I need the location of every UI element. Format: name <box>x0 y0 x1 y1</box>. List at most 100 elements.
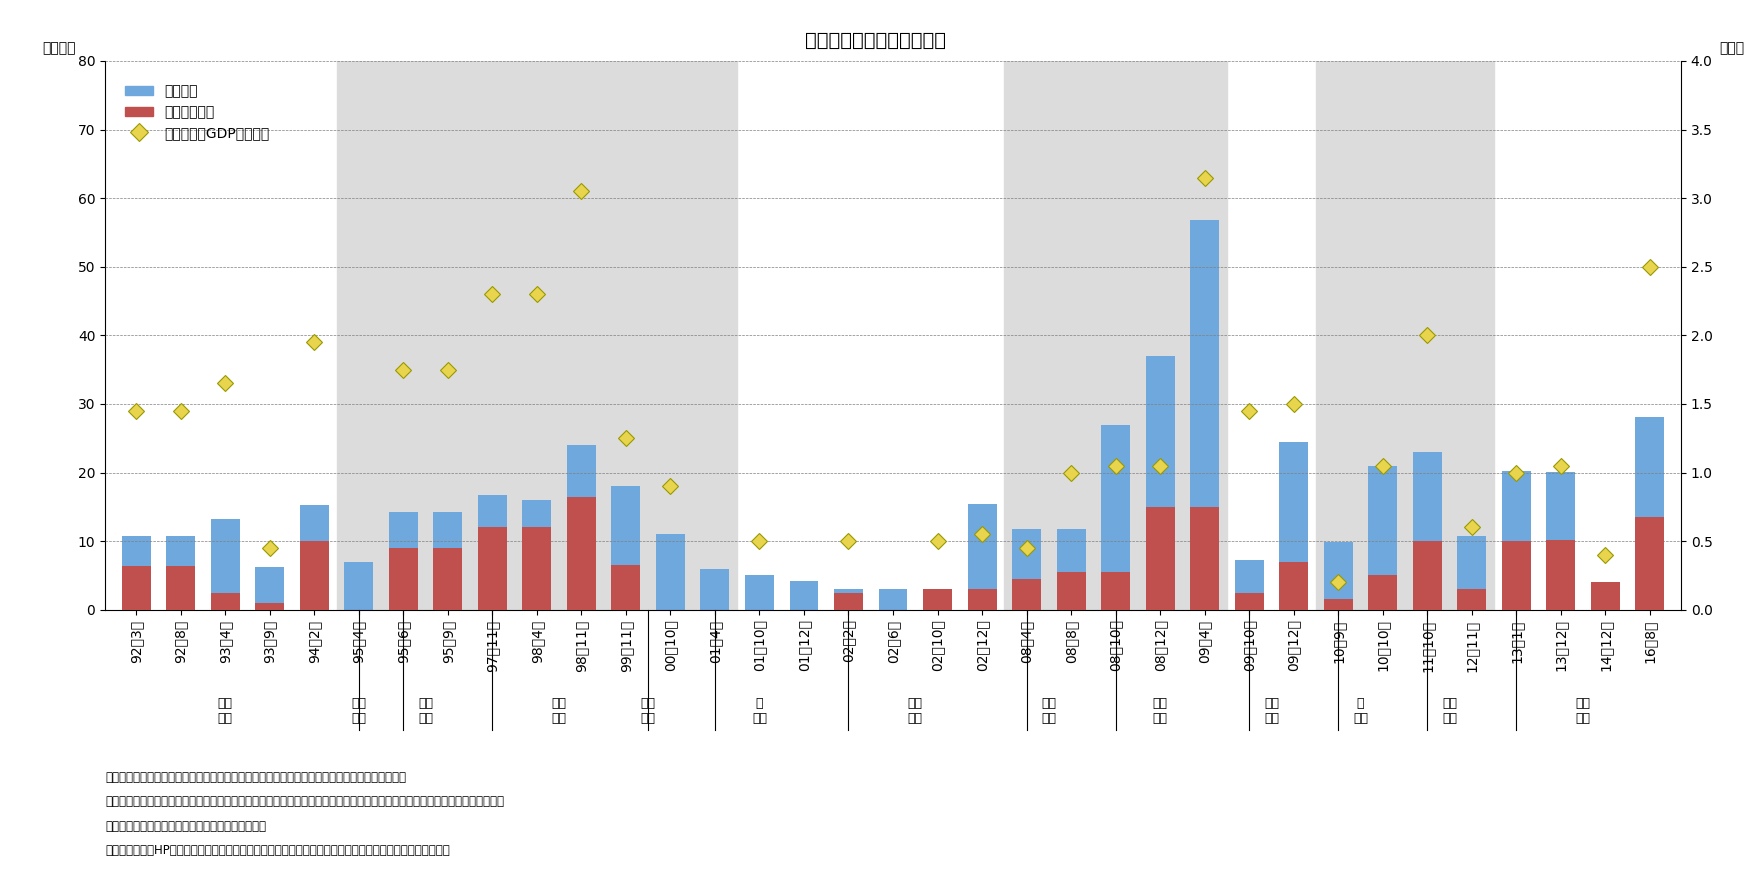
Bar <box>700 569 730 610</box>
Bar <box>1234 560 1264 610</box>
Bar <box>567 496 595 610</box>
Bar <box>166 566 194 610</box>
Bar <box>611 486 641 610</box>
Bar <box>1413 452 1441 610</box>
真水部分対GDP（右軸） <box>1550 461 1571 471</box>
真水部分対GDP（右軸） <box>1238 406 1259 416</box>
Bar <box>256 567 284 610</box>
Text: （注）シャドウ部分は、景気後退期間を示す。ここで定義される真水は、国費投入部分を指す。: （注）シャドウ部分は、景気後退期間を示す。ここで定義される真水は、国費投入部分を… <box>105 771 406 784</box>
Bar <box>1368 576 1397 610</box>
Text: 細川
内閣: 細川 内閣 <box>352 698 366 726</box>
Text: 鳩山
内閣: 鳩山 内閣 <box>1264 698 1278 726</box>
Bar <box>790 581 818 610</box>
Text: 福田
内閣: 福田 内閣 <box>1042 698 1056 726</box>
Bar <box>1502 541 1530 610</box>
Bar <box>1324 599 1352 610</box>
Bar <box>567 445 595 610</box>
Text: （％）: （％） <box>1719 42 1744 56</box>
Text: 野田
内閣: 野田 内閣 <box>1443 698 1457 726</box>
真水部分対GDP（右軸） <box>1283 399 1304 409</box>
Bar <box>833 589 863 610</box>
Bar <box>478 528 506 610</box>
Bar <box>469 61 737 610</box>
真水部分対GDP（右軸） <box>571 186 592 197</box>
Bar <box>968 589 996 610</box>
真水部分対GDP（右軸） <box>1327 577 1348 588</box>
Text: 安倍
内閣: 安倍 内閣 <box>1576 698 1590 726</box>
Bar <box>744 576 774 610</box>
Bar <box>1635 417 1663 610</box>
真水部分対GDP（右軸） <box>972 529 993 539</box>
真水部分対GDP（右軸） <box>839 536 860 546</box>
真水部分対GDP（右軸） <box>1194 172 1215 183</box>
Line: 真水部分対GDP（右軸）: 真水部分対GDP（右軸） <box>131 172 1655 588</box>
Bar <box>1234 592 1264 610</box>
Text: 上記の取りまとめ方では、当初予算に盛り込まれた経済対策や毎年の税制改正に盛り込まれた減税などは含まれていない。: 上記の取りまとめ方では、当初予算に盛り込まれた経済対策や毎年の税制改正に盛り込ま… <box>105 795 504 808</box>
Bar <box>123 566 151 610</box>
Bar <box>1324 543 1352 610</box>
Bar <box>1056 572 1086 610</box>
Bar <box>1546 540 1576 610</box>
Text: （図表２）過去の経済対策: （図表２）過去の経済対策 <box>805 30 946 50</box>
Text: 宮澤
内閣: 宮澤 内閣 <box>217 698 233 726</box>
Bar <box>1280 562 1308 610</box>
真水部分対GDP（右軸） <box>126 406 147 416</box>
Text: 森
内閣: 森 内閣 <box>751 698 767 726</box>
Bar <box>1592 583 1620 610</box>
真水部分対GDP（右軸） <box>1061 467 1082 477</box>
真水部分対GDP（右軸） <box>303 337 324 348</box>
真水部分対GDP（右軸） <box>215 378 236 388</box>
真水部分対GDP（右軸） <box>1506 467 1527 477</box>
真水部分対GDP（右軸） <box>1462 523 1483 533</box>
Bar <box>1502 471 1530 610</box>
真水部分対GDP（右軸） <box>615 433 636 443</box>
Text: 橋本
内閣: 橋本 内閣 <box>552 698 567 726</box>
Text: （資料）内閣府HP、内閣府「年次経済財政報告」「年次経済報告」「国民経済計算」などをもとに筆者作成: （資料）内閣府HP、内閣府「年次経済財政報告」「年次経済報告」「国民経済計算」な… <box>105 844 450 857</box>
Bar <box>522 528 552 610</box>
真水部分対GDP（右軸） <box>926 536 947 546</box>
Legend: 事業規模, ウチ真水部分, 真水部分対GDP（右軸）: 事業規模, ウチ真水部分, 真水部分対GDP（右軸） <box>119 79 275 145</box>
Bar <box>336 61 469 610</box>
Bar <box>166 537 194 610</box>
Bar <box>1012 579 1042 610</box>
Bar <box>522 500 552 610</box>
真水部分対GDP（右軸） <box>482 289 503 300</box>
Bar <box>1145 356 1175 610</box>
Bar <box>1457 589 1487 610</box>
真水部分対GDP（右軸） <box>1595 550 1616 560</box>
真水部分対GDP（右軸） <box>1105 461 1126 471</box>
Text: （兆円）: （兆円） <box>42 42 75 56</box>
Text: 小泉
内閣: 小泉 内閣 <box>907 698 923 726</box>
Bar <box>1145 507 1175 610</box>
Bar <box>1012 530 1042 610</box>
Text: 詳細は、付表「平成の経済対策一覧」に記載。: 詳細は、付表「平成の経済対策一覧」に記載。 <box>105 820 266 833</box>
Bar <box>210 592 240 610</box>
真水部分対GDP（右軸） <box>170 406 191 416</box>
Bar <box>345 562 373 610</box>
Bar <box>879 589 907 610</box>
Bar <box>1056 530 1086 610</box>
Bar <box>478 495 506 610</box>
Text: 菅
内閣: 菅 内閣 <box>1354 698 1368 726</box>
真水部分対GDP（右軸） <box>438 364 459 375</box>
Bar <box>1457 537 1487 610</box>
Bar <box>210 519 240 610</box>
Bar <box>1280 442 1308 610</box>
Bar <box>1101 572 1129 610</box>
Text: 麻生
内閣: 麻生 内閣 <box>1152 698 1168 726</box>
真水部分対GDP（右軸） <box>392 364 413 375</box>
Bar <box>1317 61 1494 610</box>
Bar <box>432 548 462 610</box>
Text: 村山
内閣: 村山 内閣 <box>418 698 432 726</box>
真水部分対GDP（右軸） <box>749 536 770 546</box>
Bar <box>968 504 996 610</box>
Bar <box>611 565 641 610</box>
Text: 小渕
内閣: 小渕 内閣 <box>641 698 655 726</box>
Bar <box>1191 220 1219 610</box>
真水部分対GDP（右軸） <box>1417 330 1438 341</box>
Bar <box>1592 585 1620 610</box>
Bar <box>389 512 418 610</box>
Bar <box>1413 541 1441 610</box>
Bar <box>256 603 284 610</box>
真水部分対GDP（右軸） <box>259 543 280 553</box>
